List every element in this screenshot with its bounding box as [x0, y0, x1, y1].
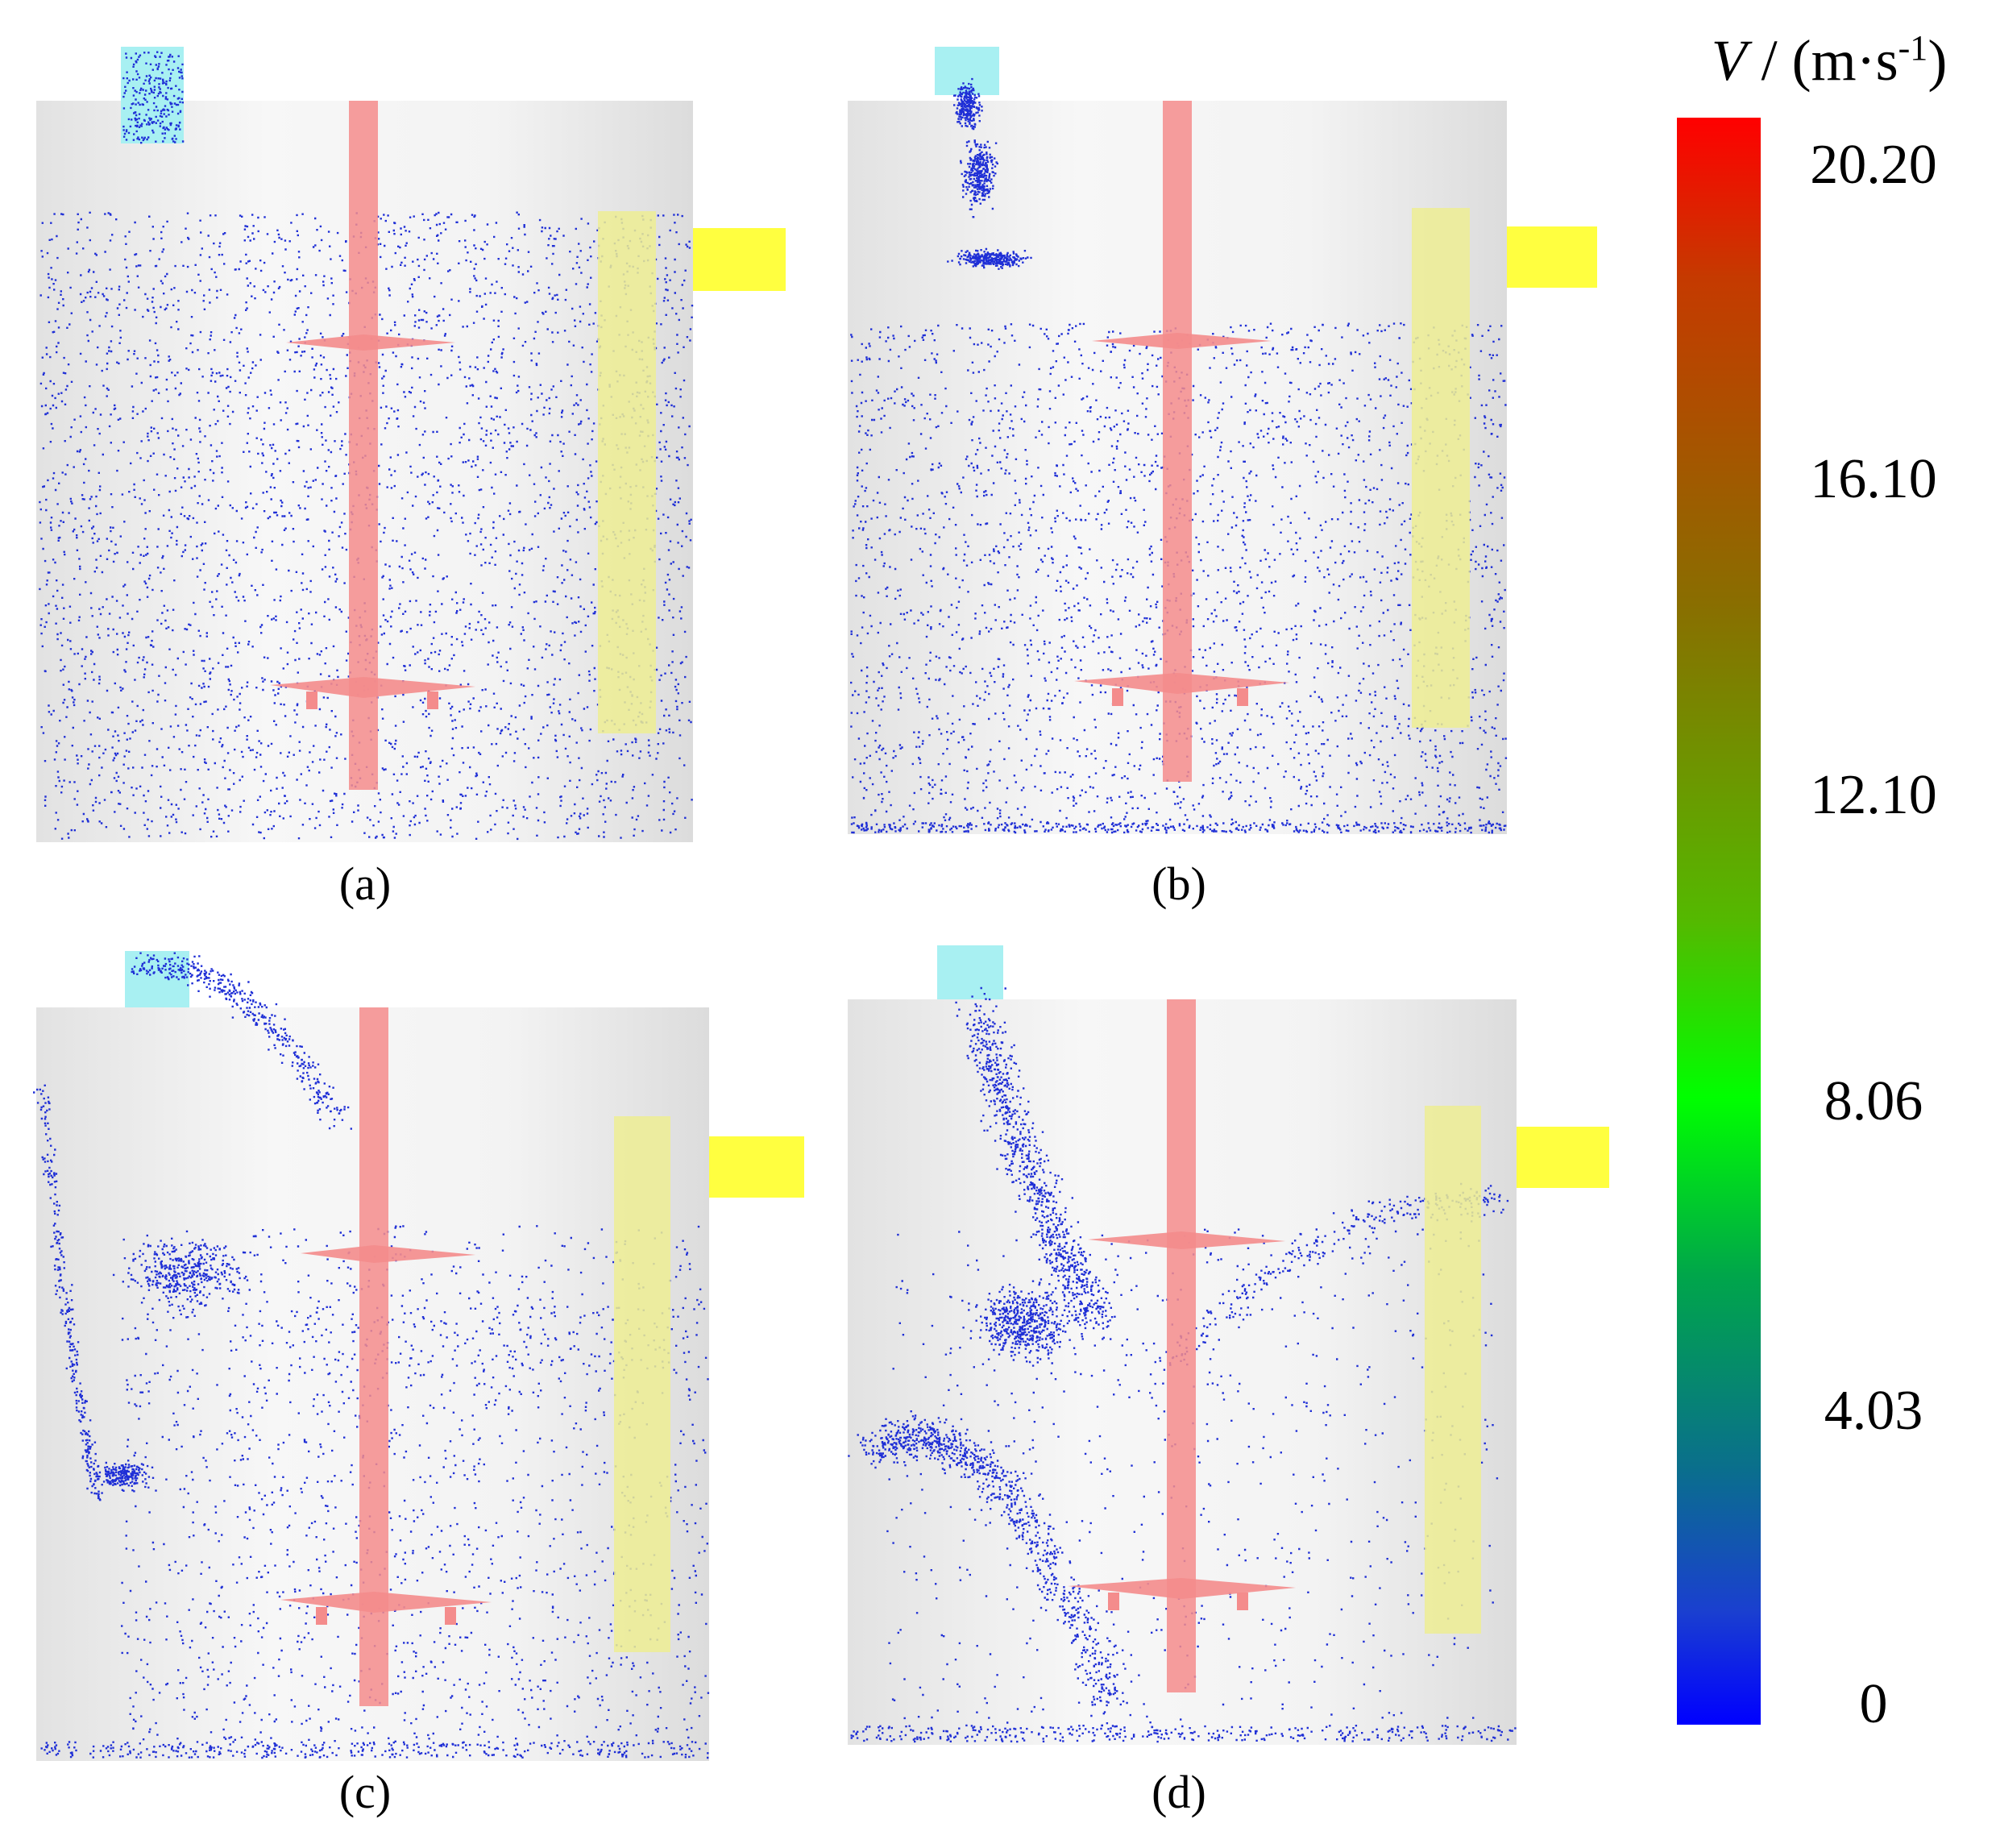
upper-impeller-blade	[286, 334, 455, 351]
panel-a	[36, 47, 786, 842]
outlet-pipe	[1507, 226, 1597, 288]
particle-cloud	[947, 247, 1032, 270]
inlet-pipe	[935, 47, 999, 95]
particle-cloud	[94, 1461, 151, 1493]
panel-label-d: (d)	[1152, 1766, 1206, 1818]
lower-impeller-blade	[1074, 673, 1289, 694]
impeller-foot	[445, 1607, 456, 1625]
colorbar-title: V / (m·s-1)	[1668, 24, 1990, 97]
colorbar-tick: 20.20	[1810, 134, 1937, 196]
outlet-pipe	[1517, 1127, 1609, 1188]
particle-cloud	[131, 952, 352, 1130]
outlet-pipe	[709, 1136, 804, 1198]
upper-impeller-blade	[301, 1245, 475, 1263]
inlet-pipe	[937, 945, 1003, 999]
particle-cloud	[968, 1278, 1079, 1367]
impeller-foot	[1108, 1593, 1119, 1610]
impeller-shaft	[349, 101, 378, 790]
baffle	[598, 211, 656, 733]
colorbar-tick: 12.10	[1810, 764, 1937, 826]
colorbar-unit-exponent: -1	[1898, 28, 1928, 68]
particle-field	[33, 952, 710, 1759]
impeller-foot	[1237, 688, 1248, 706]
baffle	[1412, 208, 1470, 728]
upper-impeller-blade	[1092, 333, 1272, 349]
particle-cloud	[850, 322, 1508, 833]
panel-label-a: (a)	[338, 858, 392, 910]
particle-cloud	[122, 51, 185, 144]
outlet-pipe	[693, 228, 786, 291]
particle-cloud	[953, 77, 983, 131]
panel-b	[848, 47, 1597, 834]
colorbar-tick: 8.06	[1824, 1070, 1923, 1132]
lower-impeller-blade	[1068, 1578, 1296, 1599]
lower-impeller-blade	[270, 677, 475, 698]
panel-label-b: (b)	[1152, 858, 1206, 910]
colorbar-tick: 4.03	[1824, 1380, 1923, 1442]
impeller-foot	[1237, 1593, 1248, 1610]
baffle	[1425, 1106, 1481, 1634]
baffle	[614, 1116, 670, 1652]
colorbar-tick: 0	[1859, 1673, 1888, 1735]
panel-d	[848, 945, 1609, 1745]
impeller-foot	[306, 691, 317, 709]
particle-cloud	[1163, 1182, 1509, 1371]
impeller-foot	[427, 691, 438, 709]
impeller-shaft	[359, 1007, 388, 1706]
colorbar-unit-close: )	[1928, 28, 1948, 93]
lower-impeller-blade	[280, 1592, 492, 1613]
impeller-shaft	[1167, 999, 1196, 1692]
panel-label-c: (c)	[338, 1766, 392, 1818]
impeller-foot	[1112, 688, 1123, 706]
particle-cloud	[40, 1741, 709, 1759]
colorbar	[1677, 118, 1761, 1725]
particle-field	[850, 77, 1508, 834]
impeller-shaft	[1163, 101, 1192, 782]
colorbar-symbol: V	[1711, 28, 1747, 93]
upper-impeller-blade	[1088, 1231, 1285, 1249]
particle-cloud	[960, 139, 998, 218]
colorbar-unit: / (m·s	[1746, 28, 1898, 93]
colorbar-tick: 16.10	[1810, 448, 1937, 510]
particle-cloud	[850, 822, 1506, 834]
particle-field	[39, 51, 694, 841]
impeller-foot	[316, 1607, 327, 1625]
panel-c	[33, 951, 804, 1761]
particle-field	[848, 986, 1517, 1743]
